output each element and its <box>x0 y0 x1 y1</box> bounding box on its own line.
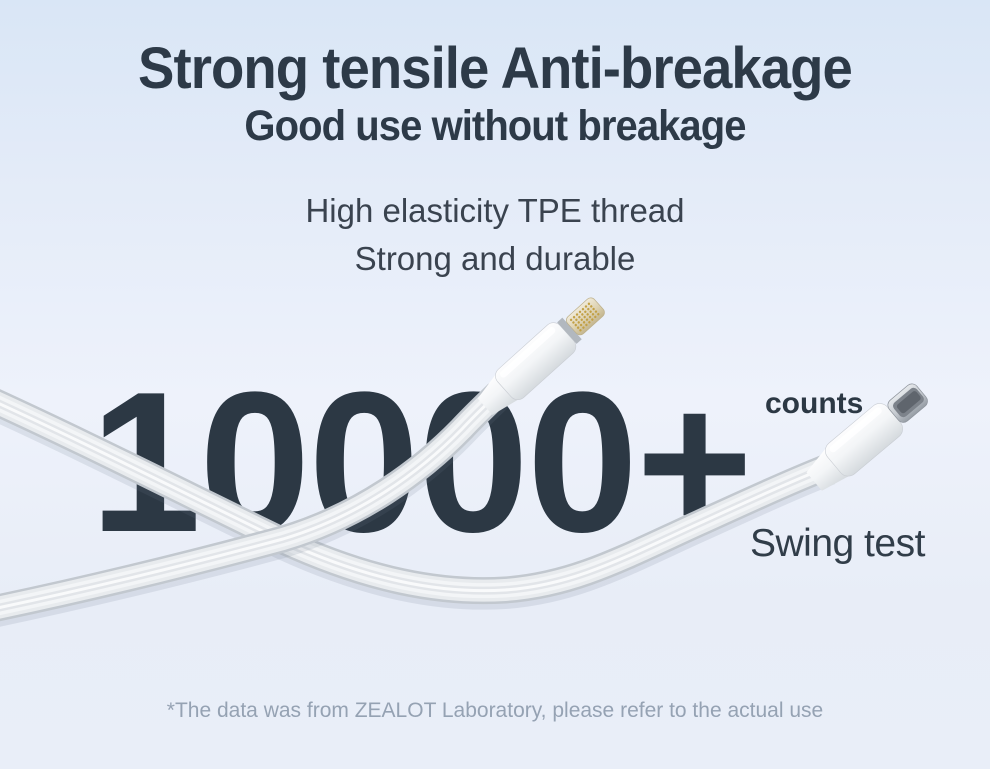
stat-value: 10000+ <box>90 351 753 574</box>
lightning-tip <box>566 297 605 336</box>
main-title: Strong tensile Anti-breakage <box>138 36 853 101</box>
tagline-line-2: Strong and durable <box>354 240 636 277</box>
lightning-collar <box>557 317 582 344</box>
lightning-pins <box>569 302 600 332</box>
usb-c-tip <box>887 383 928 423</box>
subtitle: Good use without breakage <box>244 102 746 150</box>
stat-test-label: Swing test <box>750 522 925 565</box>
tagline-line-1: High elasticity TPE thread <box>305 192 685 229</box>
stat-unit-label: counts <box>765 387 864 420</box>
usb-c-opening <box>892 387 924 418</box>
footnote: *The data was from ZEALOT Laboratory, pl… <box>166 699 824 722</box>
